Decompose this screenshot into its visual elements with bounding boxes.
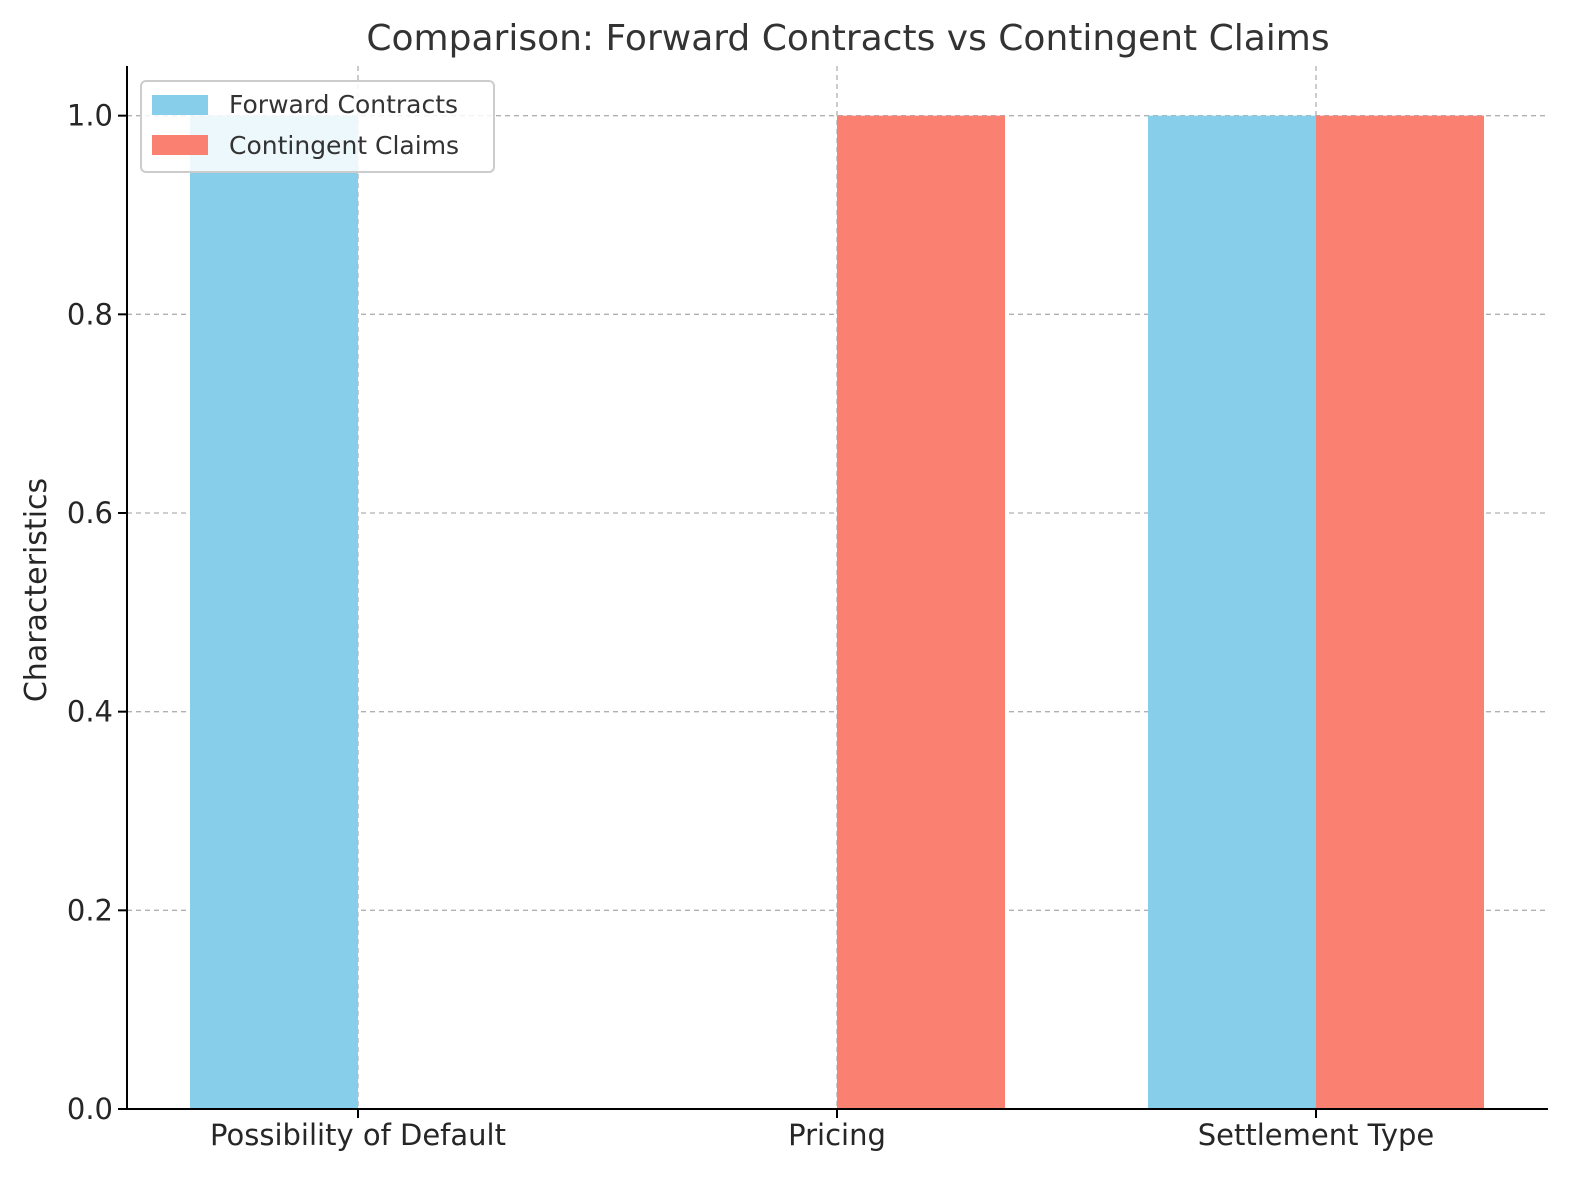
legend-label-contingent-claims: Contingent Claims xyxy=(229,131,459,160)
legend-swatch-forward-contracts xyxy=(152,95,208,115)
y-tick-label: 0.6 xyxy=(67,496,113,530)
y-tick-label: 0.8 xyxy=(67,297,113,331)
legend-frame xyxy=(140,80,495,173)
legend-label-forward-contracts: Forward Contracts xyxy=(229,90,458,119)
y-tick-label: 0.4 xyxy=(67,695,113,729)
bars-layer xyxy=(190,115,1484,1109)
y-axis-label: Characteristics xyxy=(19,478,54,702)
chart-title: Comparison: Forward Contracts vs Conting… xyxy=(366,18,1329,59)
x-tick-label: Settlement Type xyxy=(1198,1118,1435,1152)
bar-contingent-claims xyxy=(837,115,1005,1109)
y-tick-label: 1.0 xyxy=(67,99,113,133)
bar-contingent-claims xyxy=(1316,115,1484,1109)
axes-layer: 0.0 0.2 0.4 0.6 0.8 1.0 Possibility of Default… xyxy=(67,66,1548,1152)
legend-swatch-contingent-claims xyxy=(152,135,208,155)
legend: Forward Contracts Contingent Claims xyxy=(140,80,495,173)
x-tick-label: Pricing xyxy=(788,1118,886,1152)
bar-forward-contracts xyxy=(190,115,358,1109)
bar-forward-contracts xyxy=(1148,115,1316,1109)
x-tick-label: Possibility of Default xyxy=(210,1118,506,1152)
y-tick-label: 0.0 xyxy=(67,1092,113,1126)
y-tick-label: 0.2 xyxy=(67,893,113,927)
